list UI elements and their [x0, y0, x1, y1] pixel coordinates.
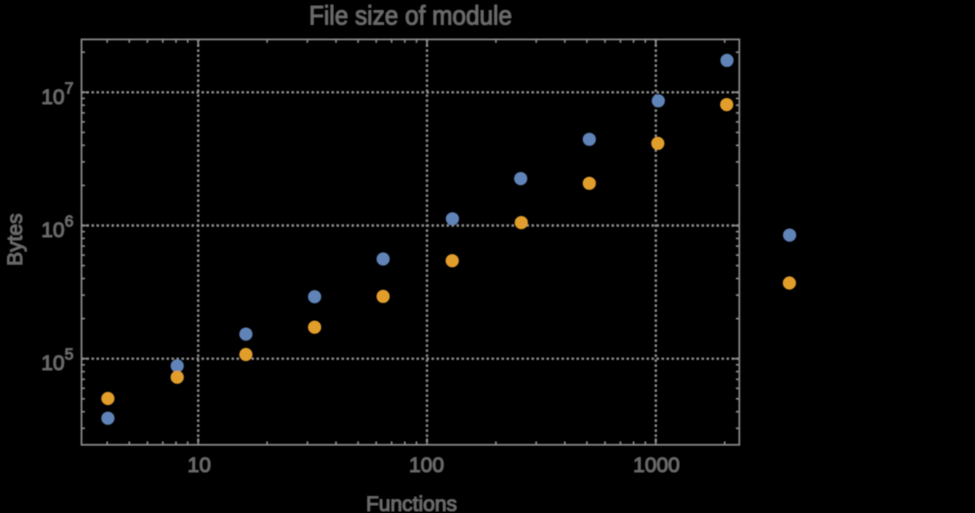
- svg-text:107: 107: [41, 80, 73, 109]
- svg-text:Functions: Functions: [366, 493, 457, 513]
- svg-text:10: 10: [188, 454, 211, 477]
- svg-text:1000: 1000: [633, 454, 680, 477]
- svg-text:File size of module: File size of module: [309, 0, 512, 30]
- svg-text:Bytes: Bytes: [4, 213, 27, 266]
- svg-text:100: 100: [409, 454, 444, 477]
